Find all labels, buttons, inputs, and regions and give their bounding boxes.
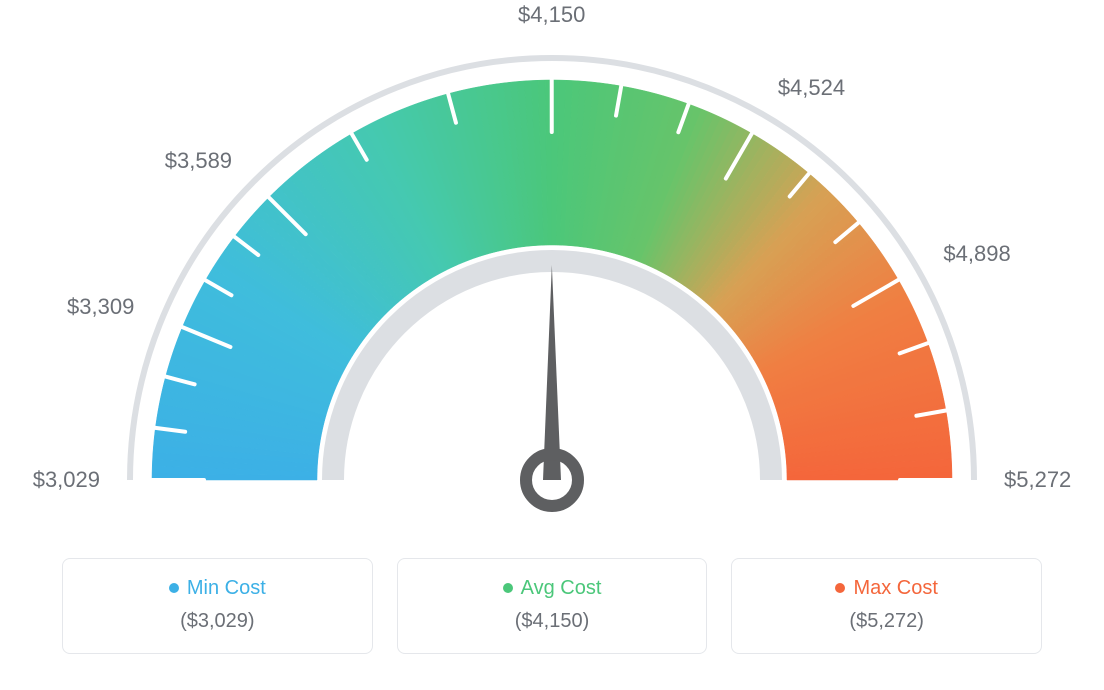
gauge-tick-label: $4,898 bbox=[943, 241, 1010, 267]
legend-value-avg: ($4,150) bbox=[408, 610, 697, 633]
legend-dot-avg bbox=[503, 583, 513, 593]
legend-title-avg: Avg Cost bbox=[408, 577, 697, 600]
legend-value-max: ($5,272) bbox=[742, 610, 1031, 633]
gauge-tick-label: $3,589 bbox=[165, 148, 232, 174]
legend-title-avg-text: Avg Cost bbox=[521, 577, 602, 599]
gauge-chart: $3,029 $3,309 $3,589 $4,150 $4,524 $4,898 $5,2… bbox=[0, 0, 1104, 560]
gauge-tick-label: $3,309 bbox=[67, 294, 134, 320]
gauge-tick-label: $3,029 bbox=[33, 467, 100, 493]
legend-value-min: ($3,029) bbox=[73, 610, 362, 633]
legend-title-min: Min Cost bbox=[73, 577, 362, 600]
legend-card-min: Min Cost ($3,029) bbox=[62, 558, 373, 654]
legend-row: Min Cost ($3,029) Avg Cost ($4,150) Max … bbox=[62, 558, 1042, 654]
gauge-tick-label: $5,272 bbox=[1004, 467, 1071, 493]
gauge-svg bbox=[0, 0, 1104, 560]
legend-title-max-text: Max Cost bbox=[853, 577, 937, 599]
legend-card-max: Max Cost ($5,272) bbox=[731, 558, 1042, 654]
legend-title-min-text: Min Cost bbox=[187, 577, 266, 599]
legend-dot-min bbox=[169, 583, 179, 593]
gauge-tick-label: $4,150 bbox=[518, 2, 585, 28]
legend-title-max: Max Cost bbox=[742, 577, 1031, 600]
legend-card-avg: Avg Cost ($4,150) bbox=[397, 558, 708, 654]
legend-dot-max bbox=[835, 583, 845, 593]
gauge-tick-label: $4,524 bbox=[778, 75, 845, 101]
